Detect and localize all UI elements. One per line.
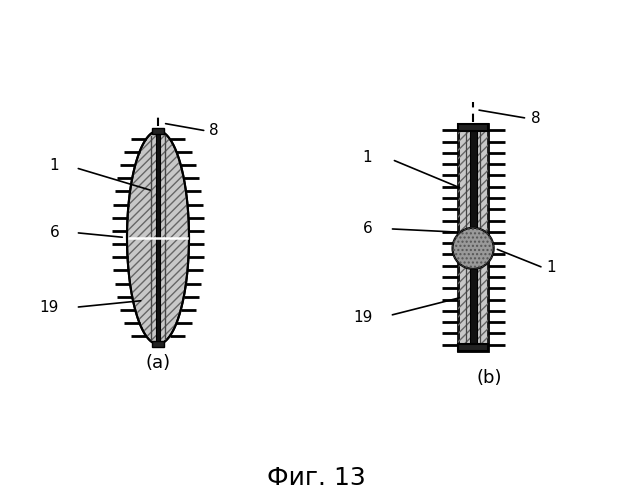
Bar [458, 344, 489, 351]
Text: 1: 1 [547, 260, 556, 276]
Text: 1: 1 [363, 150, 372, 165]
Text: 1: 1 [49, 158, 59, 174]
Bar [470, 124, 477, 352]
Text: 19: 19 [40, 300, 59, 315]
Bar [152, 128, 164, 134]
Text: 8: 8 [530, 111, 540, 126]
Text: (a): (a) [145, 354, 171, 372]
Bar [152, 341, 164, 347]
Ellipse shape [453, 228, 494, 269]
Text: 6: 6 [363, 222, 372, 236]
Text: (b): (b) [477, 370, 502, 388]
Text: 19: 19 [353, 310, 372, 325]
Bar [458, 124, 489, 132]
Polygon shape [127, 131, 189, 344]
Bar [458, 124, 489, 352]
Text: Фиг. 13: Фиг. 13 [267, 466, 365, 490]
Text: 8: 8 [209, 124, 219, 138]
Bar [458, 124, 489, 352]
Text: 6: 6 [49, 225, 59, 240]
Bar [156, 131, 160, 344]
